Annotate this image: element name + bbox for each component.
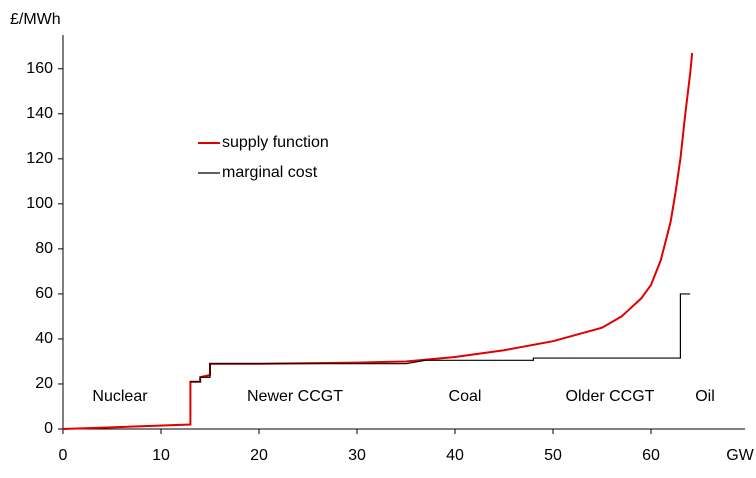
- annotation: Nuclear: [92, 388, 148, 405]
- y-tick-label: 20: [35, 375, 53, 392]
- legend-label: marginal cost: [222, 164, 318, 181]
- y-tick-label: 100: [26, 195, 53, 212]
- x-tick-label: 40: [446, 447, 464, 464]
- x-tick-label: 0: [59, 447, 68, 464]
- x-tick-label: 10: [152, 447, 170, 464]
- x-axis-label: GW: [726, 447, 754, 464]
- legend-label: supply function: [222, 134, 329, 151]
- annotation: Newer CCGT: [247, 388, 343, 405]
- annotation: Oil: [695, 388, 715, 405]
- y-tick-label: 80: [35, 240, 53, 257]
- series-line: [190, 293, 691, 383]
- y-axis-label: £/MWh: [10, 11, 61, 28]
- y-tick-label: 120: [26, 150, 53, 167]
- x-tick-label: 60: [642, 447, 660, 464]
- y-tick-label: 140: [26, 105, 53, 122]
- x-tick-label: 20: [250, 447, 268, 464]
- series-line: [62, 52, 694, 430]
- annotation: Coal: [449, 388, 482, 405]
- y-tick-label: 40: [35, 330, 53, 347]
- annotation: Older CCGT: [566, 388, 655, 405]
- y-tick-label: 160: [26, 60, 53, 77]
- y-tick-label: 0: [44, 420, 53, 437]
- x-tick-label: 30: [348, 447, 366, 464]
- y-tick-label: 60: [35, 285, 53, 302]
- x-tick-label: 50: [544, 447, 562, 464]
